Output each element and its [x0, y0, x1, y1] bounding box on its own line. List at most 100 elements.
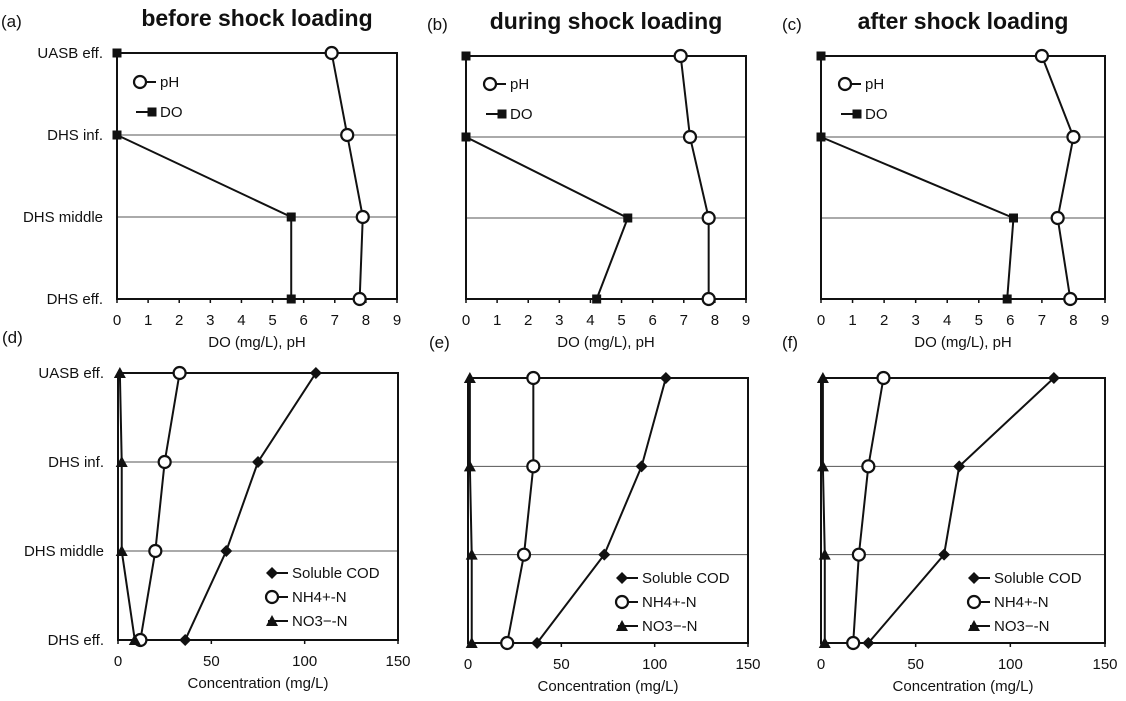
legend-marker-soluble-cod	[266, 567, 278, 579]
data-point-nh4-n	[501, 637, 513, 649]
x-tick-label: 4	[586, 312, 594, 329]
x-tick-label: 8	[362, 312, 370, 329]
data-point-nh4-n	[159, 456, 171, 468]
data-point-nh4-n	[853, 549, 865, 561]
category-label: DHS eff.	[47, 291, 103, 308]
data-point-do	[462, 133, 471, 142]
legend-label: Soluble COD	[642, 570, 730, 587]
x-tick-label: 50	[907, 656, 924, 673]
data-point-ph	[1052, 212, 1064, 224]
legend-label: NO3−-N	[292, 613, 347, 630]
x-axis-label: Concentration (mg/L)	[538, 678, 679, 695]
data-point-do	[817, 133, 826, 142]
category-label: DHS middle	[23, 209, 103, 226]
data-point-soluble-cod	[220, 545, 232, 557]
series-line-no3-n	[823, 378, 825, 643]
x-tick-label: 100	[642, 656, 667, 673]
x-tick-label: 50	[553, 656, 570, 673]
series-line-nh4-n	[853, 378, 883, 643]
x-tick-label: 50	[203, 653, 220, 670]
series-line-nh4-n	[507, 378, 533, 643]
data-point-soluble-cod	[252, 456, 264, 468]
legend-label: pH	[510, 76, 529, 93]
data-point-soluble-cod	[179, 634, 191, 646]
series-line-no3-n	[120, 373, 135, 640]
series-line-ph	[1042, 56, 1074, 299]
panel-f: (f) 0 50 100 150 Concentration (mg/L) Soluble …	[782, 333, 1118, 695]
data-point-ph	[684, 131, 696, 143]
legend: pH DO	[134, 74, 183, 121]
legend-label: NO3−-N	[642, 618, 697, 635]
data-point-do	[113, 49, 122, 58]
legend-label: Soluble COD	[994, 570, 1082, 587]
plot-frame	[468, 378, 748, 643]
category-label: UASB eff.	[37, 45, 103, 62]
x-tick-label: 9	[393, 312, 401, 329]
data-point-soluble-cod	[310, 367, 322, 379]
x-tick-label: 2	[175, 312, 183, 329]
data-point-do	[462, 52, 471, 61]
data-point-do	[287, 295, 296, 304]
category-label: DHS middle	[24, 543, 104, 560]
legend-label: NH4+-N	[292, 589, 347, 606]
legend-marker-do	[498, 110, 507, 119]
data-point-do	[623, 214, 632, 223]
category-label: DHS inf.	[48, 454, 104, 471]
x-tick-label: 2	[880, 312, 888, 329]
legend-label: Soluble COD	[292, 565, 380, 582]
data-point-ph	[1064, 293, 1076, 305]
x-tick-label: 7	[1038, 312, 1046, 329]
category-label: DHS eff.	[48, 632, 104, 649]
data-point-soluble-cod	[636, 460, 648, 472]
x-tick-label: 8	[1069, 312, 1077, 329]
legend-marker-soluble-cod	[968, 572, 980, 584]
panel-title: during shock loading	[490, 8, 723, 34]
series-line-ph	[332, 53, 363, 299]
data-point-nh4-n	[518, 549, 530, 561]
x-tick-label: 7	[331, 312, 339, 329]
data-point-ph	[341, 129, 353, 141]
legend-label: DO	[510, 106, 533, 123]
panel-label: (b)	[427, 15, 448, 34]
data-point-do	[287, 213, 296, 222]
series-line-ph	[681, 56, 709, 299]
data-point-nh4-n	[847, 637, 859, 649]
series-line-do	[466, 56, 628, 299]
x-tick-label: 150	[385, 653, 410, 670]
legend-label: DO	[160, 104, 183, 121]
x-tick-label: 0	[462, 312, 470, 329]
data-point-nh4-n	[527, 372, 539, 384]
x-tick-label: 8	[711, 312, 719, 329]
x-tick-label: 0	[464, 656, 472, 673]
x-tick-label: 6	[299, 312, 307, 329]
legend-label: NO3−-N	[994, 618, 1049, 635]
panel-c: (c) after shock loading0 1 2 3 4 5 6 7 8 9DO (mg/L…	[782, 8, 1109, 351]
x-axis-label: Concentration (mg/L)	[188, 675, 329, 692]
legend: Soluble COD NH4+-N NO3−-N	[616, 570, 730, 635]
panel-b: (b) during shock loading 0 1 2 3 4 5 6 7 8 9 DO (mg/…	[427, 8, 750, 351]
x-tick-label: 0	[817, 312, 825, 329]
panel-e: (e) 0 50 100 150 Concentration (mg/L) Soluble …	[429, 333, 761, 695]
data-point-ph	[326, 47, 338, 59]
x-tick-label: 1	[848, 312, 856, 329]
legend-label: pH	[160, 74, 179, 91]
legend-marker-ph	[839, 78, 851, 90]
data-point-nh4-n	[877, 372, 889, 384]
panel-title: before shock loading	[141, 5, 372, 31]
legend-marker-do	[148, 108, 157, 117]
x-tick-label: 3	[206, 312, 214, 329]
x-axis-label: DO (mg/L), pH	[208, 334, 306, 351]
legend-marker-nh4-n	[968, 596, 980, 608]
data-point-nh4-n	[527, 460, 539, 472]
data-point-soluble-cod	[660, 372, 672, 384]
data-point-do	[1003, 295, 1012, 304]
legend: Soluble COD NH4+-N NO3−-N	[968, 570, 1082, 635]
panel-d: (d)UASB eff.DHS inf.DHS middleDHS eff.0 5…	[2, 328, 411, 692]
legend: pH DO	[839, 76, 888, 123]
panel-label: (d)	[2, 328, 23, 347]
data-point-nh4-n	[174, 367, 186, 379]
data-point-do	[592, 295, 601, 304]
category-label: DHS inf.	[47, 127, 103, 144]
data-point-do	[817, 52, 826, 61]
x-axis-label: DO (mg/L), pH	[914, 334, 1012, 351]
